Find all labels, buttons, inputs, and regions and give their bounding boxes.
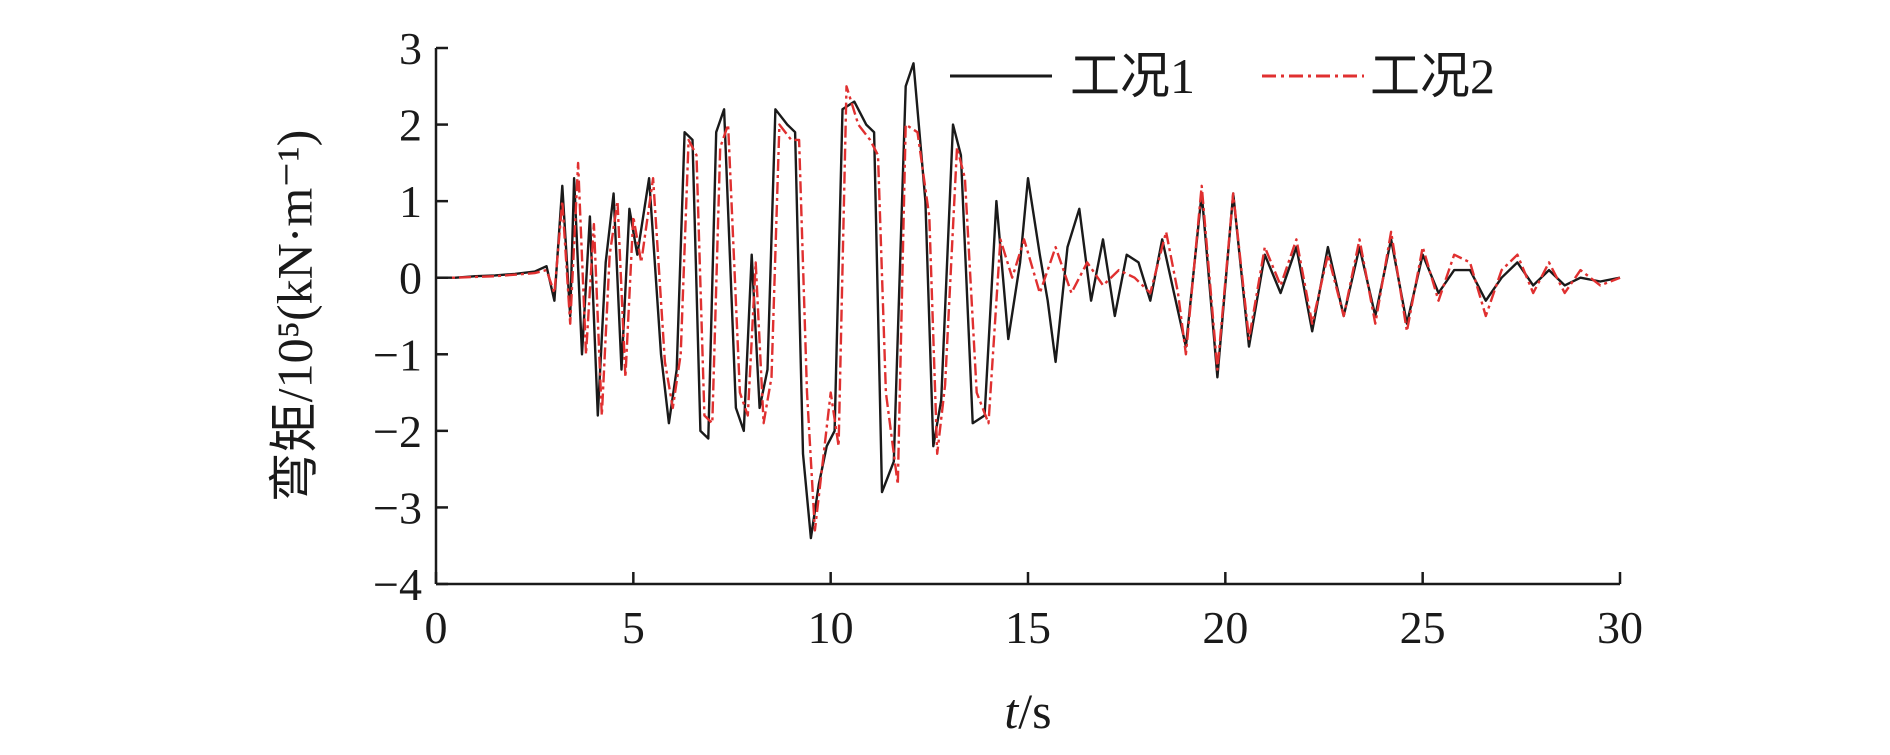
series-line-2 xyxy=(436,85,1621,532)
axes-layer xyxy=(434,48,1620,586)
legend-label-series-2: 工况2 xyxy=(1370,48,1495,104)
y-axis-label: 弯矩/10⁵(kN·m⁻¹) xyxy=(266,130,322,503)
y-tick-label: −2 xyxy=(373,406,422,457)
series-line-1 xyxy=(436,62,1621,540)
y-tick-label: 2 xyxy=(399,100,422,151)
x-tick-label: 5 xyxy=(622,602,645,653)
y-tick-label: −1 xyxy=(373,329,422,380)
y-tick-label: −4 xyxy=(373,559,422,610)
plot-layer xyxy=(436,62,1621,540)
x-axis-label: t/s xyxy=(1004,683,1051,739)
x-ticks: 0 5 10 15 20 25 30 xyxy=(425,572,1643,653)
x-tick-label: 15 xyxy=(1005,602,1051,653)
x-tick-label: 30 xyxy=(1597,602,1643,653)
x-tick-label: 10 xyxy=(808,602,854,653)
y-tick-label: 0 xyxy=(399,253,422,304)
y-tick-label: −3 xyxy=(373,482,422,533)
y-tick-label: 3 xyxy=(399,23,422,74)
x-tick-label: 25 xyxy=(1400,602,1446,653)
legend: 工况1 工况2 xyxy=(950,48,1495,104)
y-ticks: 3 2 1 0 −1 −2 −3 −4 xyxy=(373,23,448,610)
x-tick-label: 0 xyxy=(425,602,448,653)
legend-label-series-1: 工况1 xyxy=(1070,48,1195,104)
x-axis-label-unit: /s xyxy=(1018,683,1051,739)
x-axis-label-var: t xyxy=(1004,683,1019,739)
x-tick-label: 20 xyxy=(1202,602,1248,653)
y-tick-label: 1 xyxy=(399,176,422,227)
